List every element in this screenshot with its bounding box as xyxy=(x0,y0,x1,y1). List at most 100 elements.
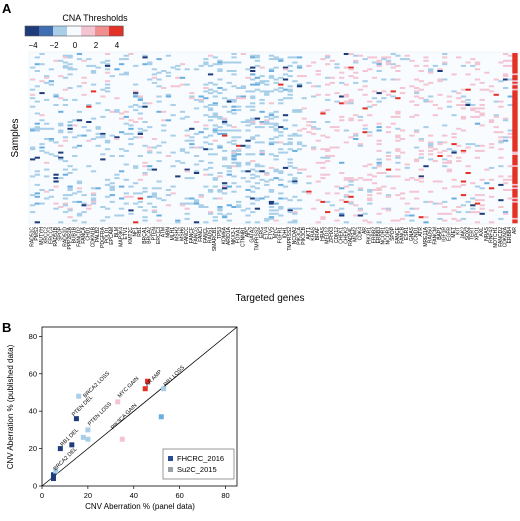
heatmap-cell xyxy=(502,211,509,214)
heatmap-cell xyxy=(442,63,448,66)
heatmap-cell xyxy=(278,141,284,144)
heatmap-cell xyxy=(371,182,378,185)
heatmap-cell xyxy=(217,87,223,89)
heatmap-cell xyxy=(95,144,101,147)
scatter-point xyxy=(57,446,63,452)
heatmap-cell xyxy=(48,153,55,156)
heatmap-cell xyxy=(460,183,467,186)
heatmap-cell xyxy=(507,178,513,181)
x-tick-label: 80 xyxy=(221,491,229,500)
heatmap-cell xyxy=(446,170,453,173)
heatmap-cell xyxy=(357,189,364,191)
heatmap-cell xyxy=(413,197,420,200)
cna-legend-swatch xyxy=(53,26,68,36)
heatmap-cell xyxy=(212,185,218,188)
heatmap-cell xyxy=(245,153,251,156)
heatmap-cell xyxy=(315,85,321,88)
heatmap-cell xyxy=(193,98,200,101)
heatmap-cell xyxy=(376,149,382,152)
heatmap-cell xyxy=(343,178,350,181)
heatmap-cell xyxy=(254,134,261,137)
heatmap-cell xyxy=(376,139,382,142)
heatmap-cell xyxy=(512,87,518,89)
heatmap-cell xyxy=(226,129,232,132)
heatmap-cell xyxy=(423,126,429,129)
heatmap-cell xyxy=(442,149,448,152)
heatmap-cell xyxy=(100,136,106,139)
heatmap-cell xyxy=(470,207,476,210)
heatmap-cell xyxy=(156,78,162,81)
heatmap-cell xyxy=(231,53,237,55)
heatmap-cell xyxy=(58,131,64,134)
heatmap-cell xyxy=(423,56,429,59)
heatmap-cell xyxy=(264,92,270,95)
heatmap-cell xyxy=(189,97,195,100)
heatmap-cell xyxy=(34,56,40,59)
heatmap-cell xyxy=(329,204,335,207)
heatmap-cell xyxy=(339,71,345,74)
heatmap-cell xyxy=(465,88,471,91)
heatmap-cell xyxy=(147,63,153,66)
heatmap-cell xyxy=(165,194,172,197)
scatter-annotation: PTEN LOSS xyxy=(87,401,113,427)
heatmap-cell xyxy=(301,144,307,147)
heatmap-cell xyxy=(236,87,242,89)
heatmap-cell xyxy=(114,173,120,176)
heatmap-cell xyxy=(325,200,331,203)
heatmap-cell xyxy=(170,66,176,69)
heatmap-cell xyxy=(315,161,321,164)
heatmap-cell xyxy=(90,117,97,120)
heatmap-cell xyxy=(53,59,59,62)
heatmap-cell xyxy=(156,151,162,154)
gene-label: PPP2R2A xyxy=(67,226,73,249)
heatmap-cell xyxy=(147,146,153,149)
heatmap-cell xyxy=(512,151,518,154)
gene-label: ARID1A xyxy=(226,226,232,245)
heatmap-cell xyxy=(151,194,158,197)
heatmap-cell xyxy=(240,97,246,100)
heatmap-cell xyxy=(231,182,237,185)
heatmap-cell xyxy=(231,153,237,156)
heatmap-cell xyxy=(268,76,275,79)
heatmap-cell xyxy=(381,207,387,210)
heatmap-cell xyxy=(413,146,420,149)
heatmap-cell xyxy=(512,68,518,71)
heatmap-cell xyxy=(512,107,518,110)
heatmap-cell xyxy=(325,121,331,123)
heatmap-cell xyxy=(296,56,303,59)
gene-label: AXL xyxy=(479,227,485,237)
heatmap-cell xyxy=(207,104,214,106)
heatmap-cell xyxy=(217,212,223,215)
heatmap-cell xyxy=(231,129,237,132)
heatmap-cell xyxy=(207,119,214,122)
heatmap-cell xyxy=(217,70,223,72)
heatmap-cell xyxy=(428,153,434,156)
scatter-point xyxy=(158,414,164,420)
heatmap-cell xyxy=(329,155,335,157)
heatmap-cell xyxy=(58,124,64,127)
heatmap-cell xyxy=(259,98,265,101)
heatmap-cell xyxy=(507,189,513,191)
gene-label: MSH6 xyxy=(179,227,185,241)
heatmap-cell xyxy=(104,216,111,219)
heatmap-cell xyxy=(189,177,195,180)
heatmap-cell xyxy=(118,155,125,157)
heatmap-cell xyxy=(104,71,111,74)
heatmap-cell xyxy=(512,97,518,100)
heatmap-cell xyxy=(512,144,518,147)
heatmap-cell xyxy=(348,68,354,71)
heatmap-cell xyxy=(367,131,373,134)
heatmap-cell xyxy=(217,68,223,71)
heatmap-cell xyxy=(48,80,55,83)
heatmap-cell xyxy=(86,204,92,207)
heatmap-cell xyxy=(212,102,218,105)
heatmap-cell xyxy=(250,97,256,100)
legend-marker-su2c xyxy=(168,467,173,472)
heatmap-cell xyxy=(273,78,279,81)
gene-label: ZFHX3 xyxy=(329,227,335,243)
heatmap-cell xyxy=(362,107,368,110)
gene-label: PALB2 xyxy=(95,227,101,242)
heatmap-cell xyxy=(292,219,298,222)
heatmap-cell xyxy=(254,54,261,57)
